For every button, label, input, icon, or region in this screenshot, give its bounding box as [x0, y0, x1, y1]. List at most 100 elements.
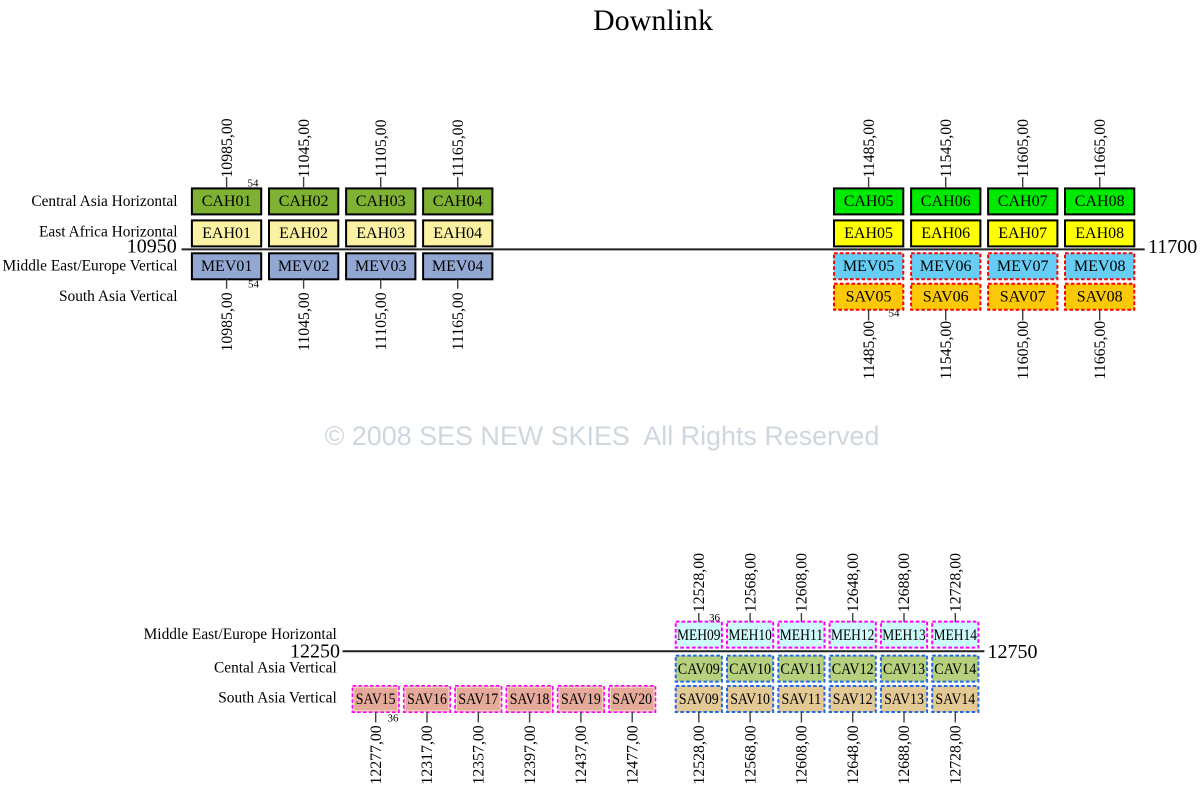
svg-text:CAV14: CAV14 — [934, 661, 976, 678]
svg-text:10950: 10950 — [127, 236, 177, 258]
svg-text:11105,00: 11105,00 — [373, 119, 390, 177]
svg-text:MEV08: MEV08 — [1074, 258, 1126, 275]
svg-text:SAV08: SAV08 — [1077, 288, 1123, 305]
svg-text:11165,00: 11165,00 — [450, 292, 467, 350]
svg-text:12477,00: 12477,00 — [624, 725, 641, 784]
svg-text:MEV05: MEV05 — [843, 258, 895, 275]
svg-text:11105,00: 11105,00 — [373, 292, 390, 350]
svg-text:MEH09: MEH09 — [677, 627, 721, 644]
svg-text:East Africa Horizontal: East Africa Horizontal — [39, 224, 177, 241]
svg-text:SAV18: SAV18 — [510, 691, 550, 708]
svg-text:12568,00: 12568,00 — [742, 553, 759, 612]
svg-text:12437,00: 12437,00 — [573, 725, 590, 784]
svg-text:SAV10: SAV10 — [730, 691, 770, 708]
svg-text:Downlink: Downlink — [593, 4, 713, 37]
svg-text:10985,00: 10985,00 — [219, 118, 236, 177]
svg-text:11665,00: 11665,00 — [1092, 321, 1109, 380]
svg-text:12750: 12750 — [988, 641, 1038, 663]
svg-text:Central Asia Horizontal: Central Asia Horizontal — [31, 193, 177, 210]
svg-text:EAH05: EAH05 — [844, 225, 893, 242]
svg-text:12357,00: 12357,00 — [471, 725, 488, 784]
svg-text:12688,00: 12688,00 — [896, 725, 913, 784]
svg-text:SAV06: SAV06 — [923, 288, 969, 305]
svg-text:SAV17: SAV17 — [458, 691, 498, 708]
svg-text:11605,00: 11605,00 — [1015, 119, 1032, 178]
svg-text:11485,00: 11485,00 — [861, 119, 878, 178]
svg-text:MEH11: MEH11 — [780, 627, 824, 644]
svg-text:12648,00: 12648,00 — [845, 553, 862, 612]
svg-text:12397,00: 12397,00 — [522, 725, 539, 784]
svg-text:EAH04: EAH04 — [433, 225, 482, 242]
svg-text:CAV10: CAV10 — [729, 661, 771, 678]
svg-text:SAV13: SAV13 — [884, 691, 924, 708]
svg-text:MEH12: MEH12 — [831, 627, 875, 644]
svg-text:Cental Asia Vertical: Cental Asia Vertical — [214, 660, 337, 677]
svg-text:South Asia Vertical: South Asia Vertical — [59, 288, 178, 305]
svg-text:12568,00: 12568,00 — [742, 725, 759, 784]
svg-text:CAV11: CAV11 — [780, 661, 822, 678]
svg-text:MEV03: MEV03 — [355, 258, 407, 275]
svg-text:12277,00: 12277,00 — [368, 725, 385, 784]
svg-text:SAV07: SAV07 — [1000, 288, 1046, 305]
svg-text:EAH07: EAH07 — [998, 225, 1047, 242]
svg-text:CAH05: CAH05 — [844, 193, 894, 210]
svg-text:CAH01: CAH01 — [202, 193, 252, 210]
svg-text:MEV01: MEV01 — [201, 258, 253, 275]
svg-text:11700: 11700 — [1148, 236, 1197, 258]
svg-text:54: 54 — [248, 278, 260, 290]
svg-text:11485,00: 11485,00 — [861, 321, 878, 380]
svg-text:11605,00: 11605,00 — [1015, 321, 1032, 380]
svg-text:EAH08: EAH08 — [1075, 225, 1124, 242]
svg-text:Middle East/Europe Vertical: Middle East/Europe Vertical — [3, 258, 178, 275]
svg-text:CAH06: CAH06 — [921, 193, 971, 210]
svg-text:MEH10: MEH10 — [728, 627, 772, 644]
svg-text:11045,00: 11045,00 — [296, 292, 313, 351]
svg-text:CAV13: CAV13 — [883, 661, 925, 678]
svg-text:EAH02: EAH02 — [279, 225, 328, 242]
svg-text:SAV16: SAV16 — [407, 691, 447, 708]
svg-text:12250: 12250 — [290, 641, 340, 663]
svg-text:CAH07: CAH07 — [998, 193, 1048, 210]
svg-text:CAH03: CAH03 — [356, 193, 406, 210]
svg-text:36: 36 — [709, 612, 721, 624]
svg-text:12317,00: 12317,00 — [419, 725, 436, 784]
svg-text:12728,00: 12728,00 — [948, 725, 965, 784]
svg-text:© 2008 SES NEW SKIES All Righ: © 2008 SES NEW SKIES All Rights Reserved — [325, 421, 880, 451]
svg-text:36: 36 — [388, 712, 400, 724]
svg-text:12528,00: 12528,00 — [691, 553, 708, 612]
svg-text:Middle East/Europe Horizontal: Middle East/Europe Horizontal — [144, 626, 337, 643]
svg-text:SAV19: SAV19 — [561, 691, 601, 708]
svg-text:South Asia Vertical: South Asia Vertical — [218, 690, 337, 707]
svg-text:10985,00: 10985,00 — [219, 292, 236, 351]
svg-text:11545,00: 11545,00 — [938, 119, 955, 178]
svg-text:MEV06: MEV06 — [920, 258, 972, 275]
svg-text:12608,00: 12608,00 — [794, 725, 811, 784]
svg-text:11665,00: 11665,00 — [1092, 119, 1109, 178]
svg-text:12648,00: 12648,00 — [845, 725, 862, 784]
svg-text:SAV20: SAV20 — [612, 691, 652, 708]
svg-text:CAH08: CAH08 — [1075, 193, 1125, 210]
svg-text:SAV15: SAV15 — [356, 691, 396, 708]
svg-text:11045,00: 11045,00 — [296, 119, 313, 178]
svg-text:11165,00: 11165,00 — [450, 119, 467, 177]
svg-text:SAV09: SAV09 — [679, 691, 719, 708]
svg-text:SAV14: SAV14 — [935, 691, 975, 708]
svg-text:MEV07: MEV07 — [997, 258, 1049, 275]
svg-text:SAV12: SAV12 — [833, 691, 873, 708]
svg-text:EAH03: EAH03 — [356, 225, 405, 242]
svg-text:MEV02: MEV02 — [278, 258, 330, 275]
svg-text:MEV04: MEV04 — [432, 258, 484, 275]
svg-text:12608,00: 12608,00 — [794, 553, 811, 612]
svg-text:12688,00: 12688,00 — [896, 553, 913, 612]
svg-text:12528,00: 12528,00 — [691, 725, 708, 784]
svg-text:CAH04: CAH04 — [433, 193, 483, 210]
svg-text:SAV11: SAV11 — [782, 691, 822, 708]
svg-text:54: 54 — [889, 307, 901, 319]
svg-text:54: 54 — [248, 177, 260, 189]
svg-text:MEH14: MEH14 — [934, 627, 978, 644]
svg-text:CAV09: CAV09 — [678, 661, 720, 678]
svg-text:12728,00: 12728,00 — [948, 553, 965, 612]
svg-text:EAH01: EAH01 — [202, 225, 251, 242]
svg-text:SAV05: SAV05 — [846, 288, 892, 305]
svg-text:CAH02: CAH02 — [279, 193, 329, 210]
